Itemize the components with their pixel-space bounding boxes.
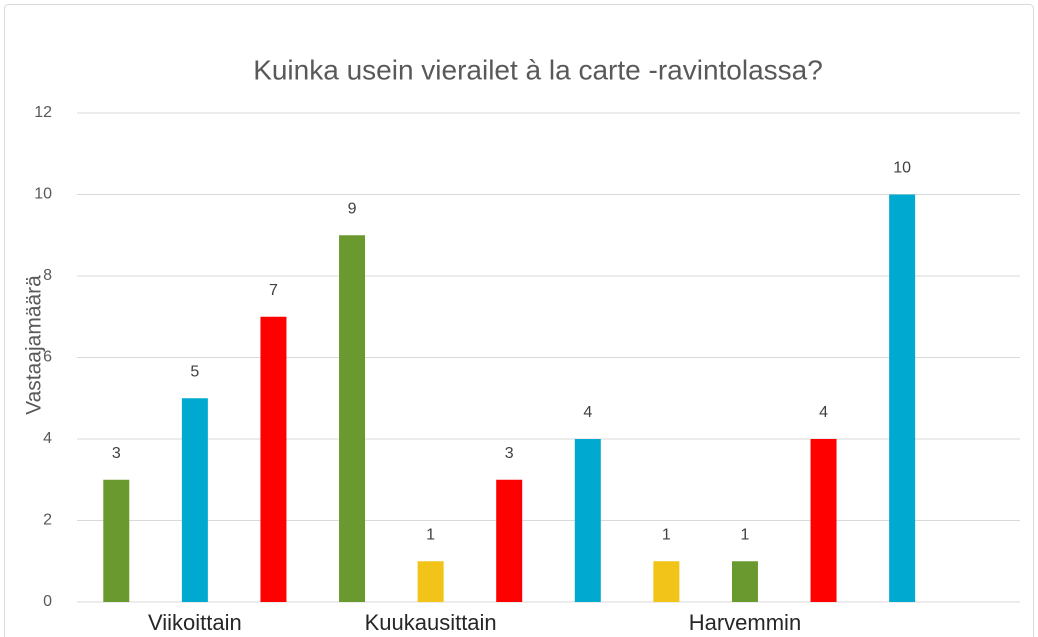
y-tick-label: 4 (43, 430, 52, 447)
y-axis-label: Vastaajamäärä (23, 275, 46, 415)
bar (889, 194, 916, 602)
data-label: 10 (893, 160, 911, 177)
y-tick-label: 12 (34, 104, 52, 121)
bar (417, 561, 444, 602)
bar (810, 439, 837, 602)
y-tick-label: 6 (43, 349, 52, 366)
bar (181, 398, 208, 602)
bar (653, 561, 680, 602)
data-label: 4 (819, 404, 828, 421)
data-label: 7 (269, 282, 278, 299)
data-label: 1 (741, 526, 750, 543)
x-tick-label: Viikoittain (148, 610, 242, 635)
data-label: 1 (662, 526, 671, 543)
y-tick-label: 8 (43, 267, 52, 284)
bar (574, 439, 601, 602)
bar (339, 235, 366, 602)
data-label: 1 (426, 526, 435, 543)
bar (260, 316, 287, 602)
bar (731, 561, 758, 602)
x-tick-label: Kuukausittain (365, 610, 497, 635)
data-label: 9 (348, 200, 357, 217)
data-label: 5 (190, 363, 199, 380)
bar (103, 479, 130, 602)
chart-title: Kuinka usein vierailet à la carte -ravin… (253, 54, 823, 85)
y-tick-label: 0 (43, 593, 52, 610)
y-tick-label: 10 (34, 186, 52, 203)
data-label: 3 (112, 445, 121, 462)
bar (496, 479, 523, 602)
data-label: 3 (505, 445, 514, 462)
y-tick-label: 2 (43, 512, 52, 529)
x-tick-label: Harvemmin (689, 610, 801, 635)
data-label: 4 (583, 404, 592, 421)
